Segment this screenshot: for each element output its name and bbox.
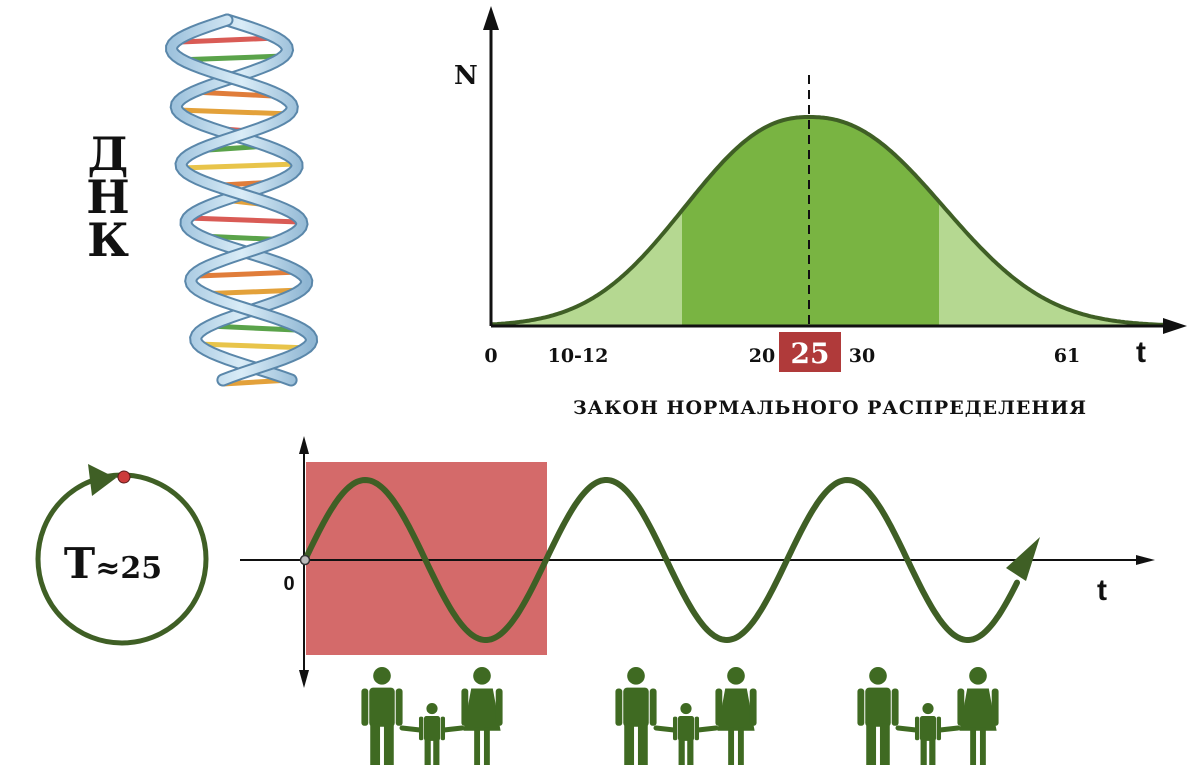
wave-origin-label: 0 [283, 573, 294, 595]
base-pair-bar [194, 269, 302, 279]
wave-end-arrow-icon [1006, 537, 1040, 581]
period-symbol: T [64, 539, 95, 588]
bell-curve-line [490, 115, 1166, 327]
core-area [682, 117, 939, 326]
base-pair-bar [185, 215, 302, 225]
father-icon [672, 703, 700, 765]
father-icon [857, 667, 899, 765]
cycle-period-indicator: T≈25 [35, 464, 209, 646]
normal-distribution-chart: N t 0 10-12 20 30 61 25 ЗАКОН НОРМАЛЬНОГ… [454, 6, 1187, 419]
dna-letter-n: Н [86, 170, 129, 224]
tick-label-0: 0 [484, 345, 497, 367]
base-pair-bar [174, 107, 295, 117]
cycle-marker-dot [117, 470, 131, 484]
mother-icon [461, 667, 503, 765]
dna-letter-d: Д [88, 127, 129, 181]
sine-wave-line [302, 476, 1020, 644]
dna-helix-illustration [165, 13, 319, 387]
wave-y-axis-up-arrow-icon [299, 436, 309, 454]
period-label: T≈25 [64, 539, 162, 588]
x-axis-label: t [1136, 336, 1146, 369]
origin-dot [299, 554, 311, 566]
tick-label-30: 30 [849, 345, 875, 367]
tick-label-20: 20 [749, 345, 775, 367]
family-group [361, 667, 503, 765]
family-group [857, 667, 999, 765]
base-pair-bar [195, 341, 313, 351]
dna-letters: Д Н К [86, 127, 129, 267]
tick-label-10-12: 10-12 [548, 345, 609, 367]
father-icon [914, 703, 942, 765]
mean-value-label: 25 [791, 337, 830, 370]
approx-sign: ≈ [95, 551, 120, 586]
wave-x-axis-label: t [1097, 574, 1107, 607]
mother-icon [957, 667, 999, 765]
helix-strand-2 [167, 15, 317, 385]
mother-icon [715, 667, 757, 765]
base-pair-bar [178, 161, 300, 171]
period-value: 25 [120, 551, 162, 586]
dna-letter-k: К [87, 213, 129, 267]
cycle-arrow-icon [88, 464, 116, 496]
wave-chart: 0 t [240, 436, 1155, 688]
family-icons [361, 667, 999, 765]
chart-caption: ЗАКОН НОРМАЛЬНОГО РАСПРЕДЕЛЕНИЯ [573, 397, 1087, 419]
y-axis-label: N [454, 61, 478, 91]
tick-label-61: 61 [1054, 345, 1080, 367]
father-icon [361, 667, 403, 765]
mean-value-box [779, 332, 841, 372]
x-axis-arrow-icon [1163, 318, 1187, 334]
wave-x-axis-arrow-icon [1136, 555, 1155, 565]
father-icon [615, 667, 657, 765]
father-icon [418, 703, 446, 765]
base-pair-bar [178, 35, 279, 45]
wave-y-axis-down-arrow-icon [299, 670, 309, 688]
y-axis-arrow-icon [483, 6, 499, 30]
family-group [615, 667, 757, 765]
